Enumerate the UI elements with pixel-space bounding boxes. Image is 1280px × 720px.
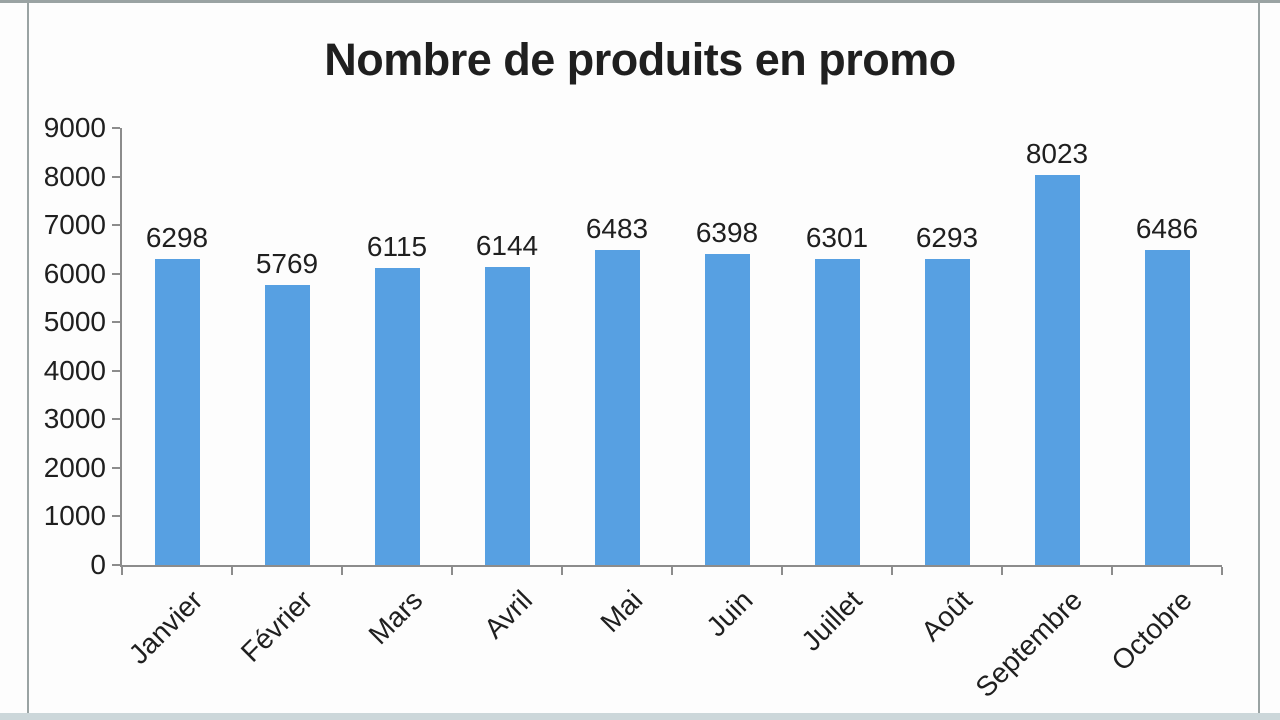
- y-axis-tick-label: 5000: [43, 306, 106, 338]
- y-axis-tick: [112, 175, 120, 178]
- y-axis-tick-label: 4000: [43, 354, 106, 386]
- x-axis-category-label: Août: [915, 584, 979, 647]
- x-axis-tick: [1221, 567, 1223, 575]
- y-axis-tick-label: 7000: [43, 209, 106, 241]
- x-axis-tick: [231, 567, 233, 575]
- bar: [154, 259, 200, 565]
- y-axis-tick-label: 2000: [43, 451, 106, 483]
- plot-area: 0 1000 2000 3000 4000 5000 6000 7000 8000 9000 629…: [44, 112, 1223, 703]
- y-axis-tick: [112, 466, 120, 469]
- bar-value-label: 6398: [695, 217, 759, 248]
- bar-value-label: 6486: [1135, 213, 1199, 244]
- bar: [1144, 250, 1190, 565]
- bar-value-label: 6298: [145, 222, 209, 253]
- y-axis-tick-label: 0: [90, 549, 106, 580]
- frame-bottom-strip: [0, 713, 1280, 720]
- bar: [374, 268, 420, 565]
- bar: [1034, 175, 1080, 565]
- x-axis-tick: [1111, 567, 1113, 575]
- y-axis-tick: [112, 369, 120, 372]
- bar-value-label: 6301: [805, 222, 869, 253]
- y-axis-tick-label: 6000: [43, 257, 106, 289]
- x-axis-category-label: Juillet: [795, 584, 869, 657]
- x-axis-category-label: Février: [234, 584, 319, 668]
- chart-title: Nombre de produits en promo: [324, 34, 956, 85]
- bar-value-label: 6483: [585, 213, 649, 244]
- x-axis-tick: [891, 567, 893, 575]
- x-axis-category-label: Mars: [362, 584, 429, 651]
- y-axis-tick-label: 8000: [43, 160, 106, 192]
- y-axis-tick: [112, 515, 120, 518]
- y-axis-tick: [112, 127, 120, 129]
- x-axis-category-label: Septembre: [969, 584, 1089, 704]
- bar-value-label: 6115: [366, 231, 428, 262]
- y-axis-tick: [112, 272, 120, 275]
- x-axis-tick: [561, 567, 563, 575]
- x-axis-category-label: Janvier: [122, 584, 209, 671]
- bar: [264, 285, 310, 565]
- x-axis-tick: [671, 567, 673, 575]
- bar: [814, 259, 860, 565]
- frame-right-border: [1258, 0, 1260, 720]
- bar: [704, 254, 750, 565]
- y-axis-tick-label: 9000: [43, 112, 106, 143]
- y-axis-tick-label: 1000: [43, 500, 106, 532]
- bar: [484, 267, 530, 565]
- bar-value-label: 8023: [1025, 138, 1089, 169]
- y-axis-tick: [112, 321, 120, 324]
- y-axis-tick: [112, 564, 120, 566]
- bar-value-label: 6144: [475, 230, 539, 261]
- bar-value-label: 6293: [915, 222, 979, 253]
- x-axis-tick: [781, 567, 783, 575]
- bar: [594, 250, 640, 565]
- x-axis-category-label: Juin: [699, 584, 759, 643]
- frame-left-border: [27, 0, 29, 720]
- x-axis-tick: [451, 567, 453, 575]
- x-axis-category-label: Mai: [594, 584, 649, 639]
- bar-value-label: 5769: [255, 248, 319, 279]
- y-axis-tick: [112, 418, 120, 421]
- x-axis-tick: [341, 567, 343, 575]
- y-axis-tick-label: 3000: [43, 403, 106, 435]
- y-axis-tick: [112, 224, 120, 227]
- x-axis-category-label: Octobre: [1105, 584, 1199, 677]
- x-axis-tick: [1001, 567, 1003, 575]
- x-axis-category-label: Avril: [478, 584, 539, 645]
- frame-top-border: [0, 0, 1280, 3]
- x-axis-tick: [121, 567, 123, 575]
- bar: [924, 259, 970, 565]
